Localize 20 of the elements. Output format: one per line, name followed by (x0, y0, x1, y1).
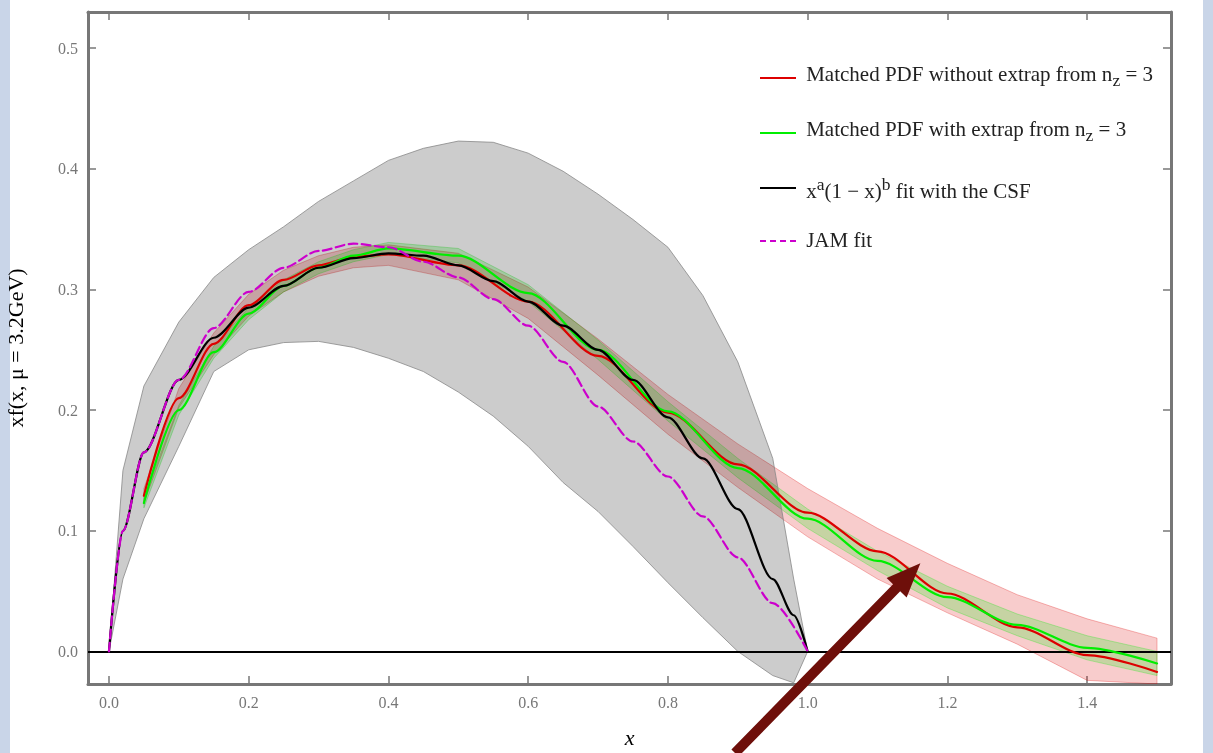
x-tick-label: 0.4 (378, 693, 399, 711)
y-axis-title: xf(x, μ = 3.2GeV) (2, 268, 28, 428)
x-tick-label: 0.0 (98, 693, 119, 711)
legend-label: JAM fit (806, 227, 873, 255)
y-tick-label: 0.4 (58, 160, 78, 178)
x-tick-label: 0.8 (657, 693, 678, 711)
y-tick-label: 0.3 (58, 280, 78, 298)
y-tick-label: 0.2 (58, 401, 78, 419)
legend-label: x$^{a}$(1 − x)$^{b}$ fit with the CSF (806, 173, 1031, 206)
legend-label: Matched PDF without extrap from n$_{z}$ = 3 (806, 61, 1153, 93)
x-tick-label: 0.2 (238, 693, 259, 711)
x-tick-label: 1.4 (1077, 693, 1098, 711)
x-tick-label: 1.0 (797, 693, 818, 711)
x-tick-label: 1.2 (937, 693, 958, 711)
y-tick-label: 0.1 (58, 522, 78, 540)
y-tick-label: 0.0 (58, 642, 78, 660)
x-tick-label: 0.6 (518, 693, 539, 711)
x-axis-title: x (623, 724, 635, 750)
y-tick-label: 0.5 (58, 39, 78, 57)
legend-label: Matched PDF with extrap from n$_{z}$ = 3 (806, 116, 1127, 148)
